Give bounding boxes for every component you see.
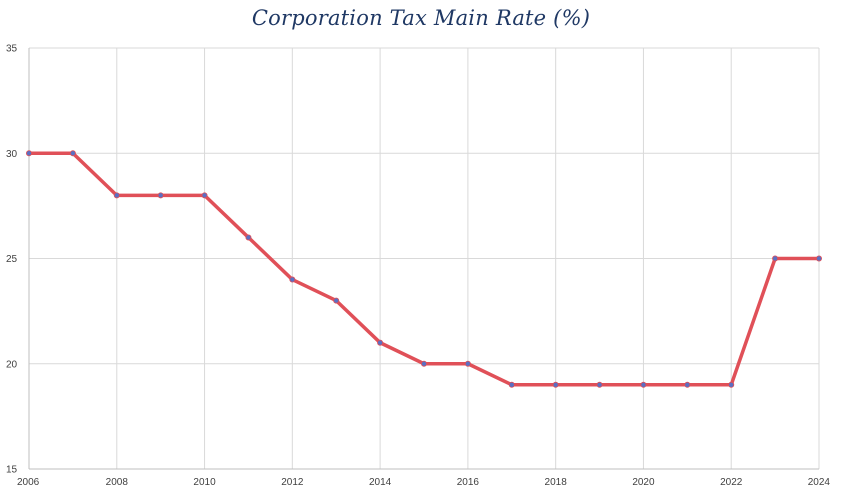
data-point-2013 [333, 297, 340, 304]
chart-title: Corporation Tax Main Rate (%) [251, 6, 591, 30]
x-tick-label-2020: 2020 [632, 477, 655, 488]
data-point-2023 [772, 255, 779, 262]
y-tick-label-35: 35 [6, 44, 18, 55]
x-tick-label-2016: 2016 [457, 477, 480, 488]
y-tick-label-25: 25 [6, 254, 18, 265]
data-point-2014 [377, 339, 384, 346]
x-tick-label-2008: 2008 [106, 477, 129, 488]
data-point-2020 [640, 381, 647, 388]
data-point-2008 [113, 192, 120, 199]
data-point-2018 [552, 381, 559, 388]
data-point-2010 [201, 192, 208, 199]
data-point-2011 [245, 234, 252, 241]
y-tick-label-20: 20 [6, 359, 18, 370]
y-tick-label-30: 30 [6, 149, 18, 160]
grid-layer [29, 47, 820, 469]
data-point-2022 [728, 381, 735, 388]
data-point-2016 [464, 360, 471, 367]
data-point-2006 [25, 150, 32, 157]
marker-layer [25, 150, 823, 388]
data-point-2017 [508, 381, 515, 388]
data-point-2024 [816, 255, 823, 262]
series-line-0 [27, 151, 821, 387]
x-tick-label-2006: 2006 [17, 477, 40, 488]
data-point-2009 [157, 192, 164, 199]
x-tick-label-2010: 2010 [193, 477, 216, 488]
x-tick-label-2012: 2012 [281, 477, 304, 488]
x-tick-label-2018: 2018 [545, 477, 568, 488]
series-layer [27, 151, 821, 387]
data-point-2019 [596, 381, 603, 388]
data-point-2021 [684, 381, 691, 388]
data-point-2012 [289, 276, 296, 283]
data-point-2015 [420, 360, 427, 367]
x-tick-label-2024: 2024 [808, 477, 831, 488]
data-point-2007 [69, 150, 76, 157]
axis-layer [28, 48, 819, 470]
tick-label-layer: 15 20 25 30 35 2006 2008 2010 2012 2014 2016 2018 20… [6, 44, 830, 489]
x-tick-label-2014: 2014 [369, 477, 392, 488]
x-tick-label-2022: 2022 [720, 477, 743, 488]
y-tick-label-15: 15 [6, 465, 18, 476]
